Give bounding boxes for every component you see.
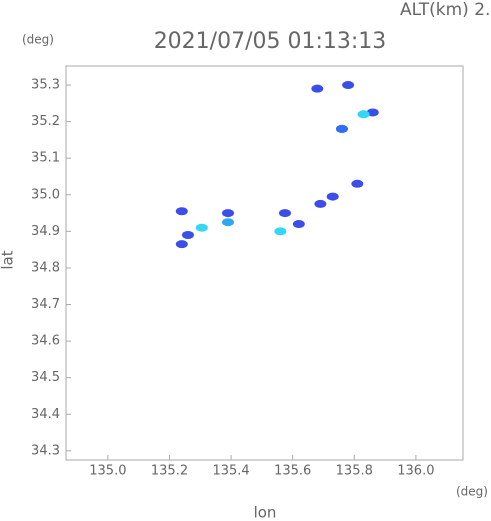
y-tick-label: 34.9 <box>31 224 60 239</box>
y-tick-label: 35.0 <box>31 187 60 202</box>
echo <box>342 81 355 90</box>
y-tick-label: 34.5 <box>31 370 60 385</box>
echo <box>366 108 379 117</box>
x-tick-label: 135.0 <box>89 464 126 479</box>
y-tick-label: 35.3 <box>31 78 60 93</box>
y-axis-label: lat <box>0 250 17 269</box>
echo <box>292 220 305 229</box>
echo <box>274 227 287 236</box>
y-tick-label: 35.2 <box>31 114 60 129</box>
echo <box>175 240 188 249</box>
y-tick-label: 34.4 <box>31 407 60 422</box>
echo <box>357 110 370 119</box>
echo <box>175 207 188 216</box>
echo <box>335 124 348 133</box>
x-tick-label: 135.6 <box>274 464 311 479</box>
x-unit: (deg) <box>456 485 488 499</box>
y-unit: (deg) <box>22 33 54 47</box>
y-tick-label: 34.3 <box>31 443 60 458</box>
x-tick-label: 135.2 <box>151 464 188 479</box>
echo <box>181 231 194 240</box>
x-axis-label: lon <box>254 504 277 521</box>
echo <box>278 209 291 218</box>
y-tick-label: 34.7 <box>31 297 60 312</box>
x-tick-label: 135.8 <box>336 464 373 479</box>
echo <box>195 223 208 232</box>
plot-frame <box>65 65 464 461</box>
y-tick-label: 34.6 <box>31 334 60 349</box>
echo <box>314 199 327 208</box>
chart-title: 2021/07/05 01:13:13 <box>154 29 387 54</box>
echo <box>222 218 235 227</box>
y-tick-label: 35.1 <box>31 151 60 166</box>
echo <box>222 209 235 218</box>
altitude: ALT(km) 2.0 <box>400 0 491 20</box>
echo <box>311 84 324 93</box>
y-tick-label: 34.8 <box>31 260 60 275</box>
echo <box>351 179 364 188</box>
x-tick-label: 136.0 <box>397 464 434 479</box>
echo <box>326 192 339 201</box>
x-tick-label: 135.4 <box>212 464 249 479</box>
